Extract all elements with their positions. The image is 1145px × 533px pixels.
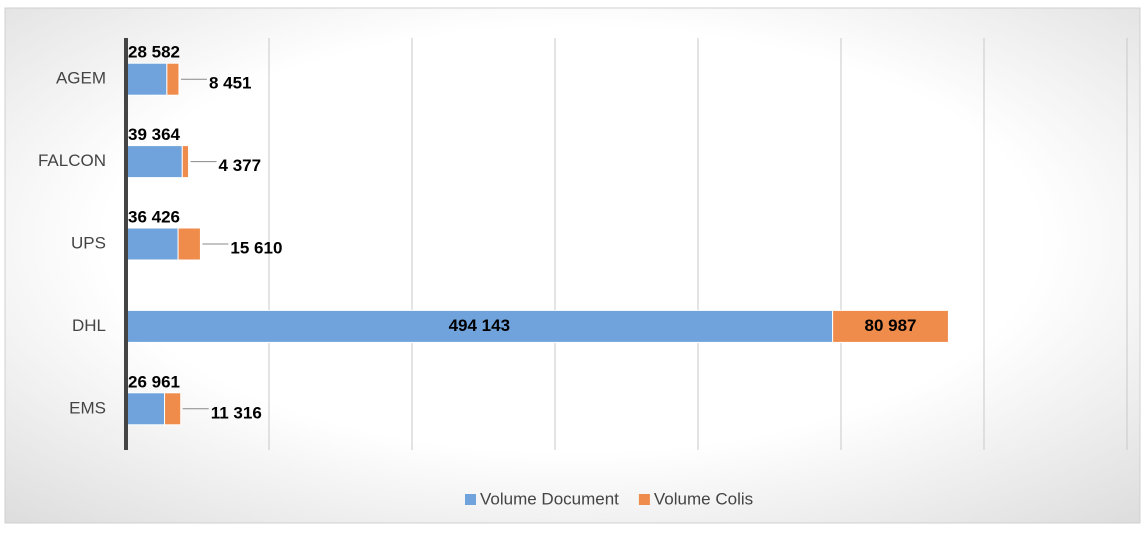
data-label: 80 987 <box>865 316 917 335</box>
bar-segment <box>164 392 182 426</box>
data-label: 36 426 <box>128 207 180 226</box>
legend-label: Volume Colis <box>654 489 753 508</box>
data-label: 4 377 <box>219 156 262 175</box>
bar-segment <box>125 227 179 261</box>
bar-segment <box>125 62 168 96</box>
data-label: 39 364 <box>128 125 181 144</box>
bar-segment <box>832 309 949 343</box>
chart-background <box>4 7 1141 524</box>
bar-segment <box>125 145 183 179</box>
bar-segment <box>181 145 190 179</box>
y-tick-label: FALCON <box>38 151 106 170</box>
y-tick-label: EMS <box>69 398 106 417</box>
legend-swatch <box>465 494 476 505</box>
data-label: 494 143 <box>449 316 510 335</box>
legend-label: Volume Document <box>480 489 619 508</box>
data-label: 15 610 <box>230 238 282 257</box>
y-tick-label: AGEM <box>56 69 106 88</box>
data-label: 8 451 <box>209 74 252 93</box>
y-tick-label: DHL <box>72 316 106 335</box>
bar-segment <box>125 309 834 343</box>
legend-swatch <box>638 494 650 505</box>
bar-segment <box>166 62 180 96</box>
y-tick-label: UPS <box>71 233 106 252</box>
data-label: 28 582 <box>128 43 180 62</box>
bar-segment <box>125 392 166 426</box>
bar-segment <box>177 227 201 261</box>
data-label: 11 316 <box>211 403 262 422</box>
data-label: 26 961 <box>128 372 180 391</box>
